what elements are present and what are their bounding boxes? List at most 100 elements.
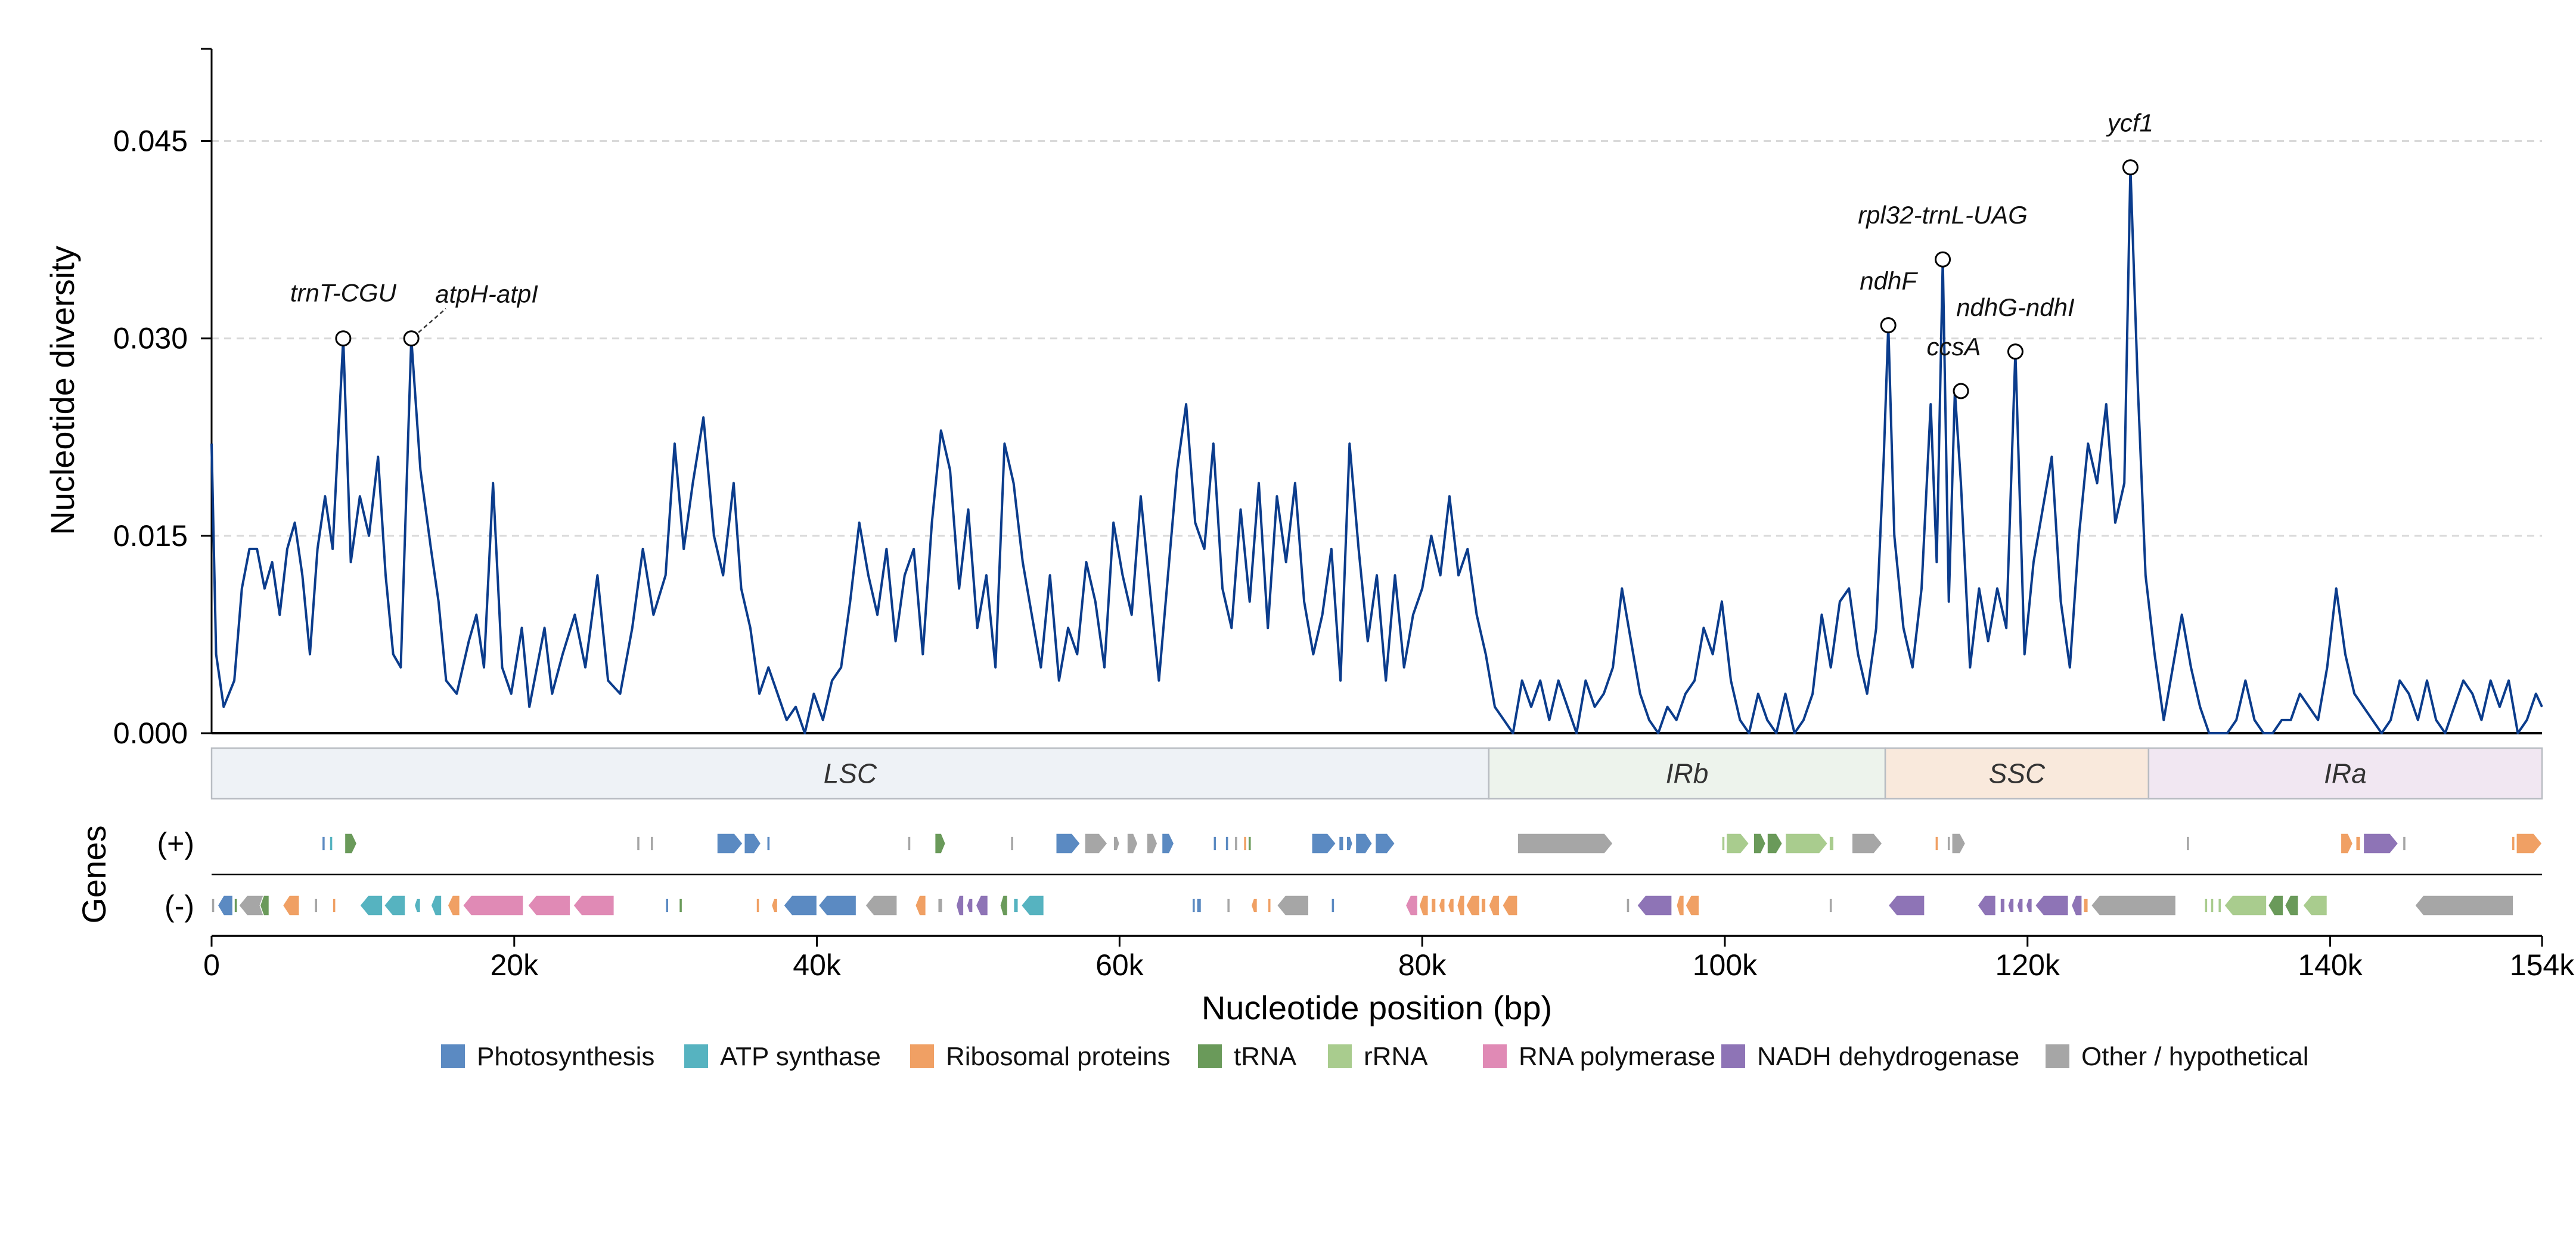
- x-tick-label: 80k: [1398, 948, 1447, 982]
- gene-arrow: [1346, 836, 1354, 851]
- gene-arrow: [1276, 895, 1309, 916]
- gene-arrow: [1010, 836, 1014, 851]
- legend-swatch: [684, 1044, 708, 1068]
- gene-arrow: [1013, 898, 1019, 913]
- gene-arrow: [1247, 836, 1252, 851]
- gene-arrow: [2186, 836, 2190, 851]
- legend-label: tRNA: [1234, 1042, 1297, 1071]
- gene-arrow: [2016, 898, 2023, 913]
- gene-arrow: [1020, 895, 1045, 916]
- gene-arrow: [259, 895, 270, 916]
- gene-arrow: [2284, 895, 2299, 916]
- peak-label: rpl32-trnL-UAG: [1858, 201, 2028, 229]
- gene-arrow: [1419, 895, 1429, 916]
- gene-arrow: [1161, 833, 1175, 854]
- gene-arrow: [462, 895, 524, 916]
- gene-arrow: [2007, 898, 2015, 913]
- peak-marker: [2007, 343, 2023, 360]
- gene-arrow: [1226, 898, 1231, 913]
- legend-swatch: [1721, 1044, 1745, 1068]
- x-tick-label: 0: [203, 948, 220, 982]
- peak-label: ccsA: [1927, 333, 1981, 361]
- gene-arrow: [1626, 898, 1630, 913]
- gene-arrow: [211, 898, 215, 913]
- gene-arrow: [907, 836, 911, 851]
- region-label: SSC: [1989, 758, 2046, 789]
- gene-arrow: [314, 898, 318, 913]
- peak-label: trnT-CGU: [290, 279, 397, 307]
- gene-arrow: [636, 836, 641, 851]
- gene-arrow: [1196, 898, 1202, 913]
- x-tick-label: 60k: [1095, 948, 1144, 982]
- gene-arrow: [1829, 898, 1833, 913]
- legend-swatch: [1198, 1044, 1222, 1068]
- gene-arrow: [1113, 836, 1121, 851]
- gene-arrow: [650, 836, 654, 851]
- y-tick-label: 0.015: [113, 519, 188, 553]
- gene-arrow: [1331, 898, 1335, 913]
- gene-arrow: [332, 898, 336, 913]
- gene-arrow: [783, 895, 818, 916]
- region-box: [210, 747, 1490, 800]
- legend-swatch: [1483, 1044, 1507, 1068]
- diversity-line: [210, 166, 2543, 734]
- legend-swatch: [441, 1044, 465, 1068]
- gene-arrow: [937, 898, 944, 913]
- gene-arrow: [1829, 836, 1835, 851]
- gene-arrow: [1517, 833, 1614, 854]
- gene-arrow: [572, 895, 615, 916]
- legend-label: Other / hypothetical: [2081, 1042, 2309, 1071]
- gene-arrow: [1430, 898, 1436, 913]
- gene-arrow: [2267, 895, 2284, 916]
- gene-arrow: [1851, 833, 1883, 854]
- peak-label: atpH-atpI: [435, 280, 538, 308]
- peak-marker: [1935, 251, 1951, 268]
- gene-arrow: [1250, 898, 1258, 913]
- gene-arrow: [766, 836, 771, 851]
- gene-arrow: [2516, 833, 2543, 854]
- peak-label: ndhF: [1860, 267, 1918, 295]
- gene-arrow: [414, 898, 421, 913]
- gene-arrow: [2302, 895, 2328, 916]
- gene-arrow: [1267, 898, 1272, 913]
- gene-arrow: [2363, 833, 2399, 854]
- gene-arrow: [1721, 836, 1725, 851]
- gene-arrow: [1951, 833, 1966, 854]
- gene-arrow: [430, 895, 442, 916]
- gene-arrow: [2090, 895, 2177, 916]
- gene-arrow: [2223, 895, 2267, 916]
- gene-arrow: [329, 836, 333, 851]
- x-tick-label: 120k: [1995, 948, 2060, 982]
- gene-arrow: [975, 895, 989, 916]
- gene-arrow: [914, 895, 927, 916]
- gene-arrow: [1636, 895, 1672, 916]
- gene-arrow: [1501, 895, 1518, 916]
- legend-label: Photosynthesis: [477, 1042, 654, 1071]
- gene-arrow: [678, 898, 683, 913]
- gene-arrow: [527, 895, 571, 916]
- gene-arrow: [1225, 836, 1229, 851]
- x-tick-label: 140k: [2298, 948, 2363, 982]
- legend-swatch: [910, 1044, 934, 1068]
- gene-arrow: [771, 898, 778, 913]
- gene-arrow: [217, 895, 234, 916]
- gene-arrow: [2217, 898, 2222, 913]
- peak-marker: [403, 330, 420, 347]
- region-box: [2147, 747, 2543, 800]
- gene-arrow: [2210, 898, 2214, 913]
- gene-tracks: [211, 833, 2543, 916]
- peak-leader-line: [418, 308, 446, 333]
- legend-label: RNA polymerase: [1519, 1042, 1715, 1071]
- gene-arrow: [234, 898, 238, 913]
- peak-marker: [1953, 383, 1969, 399]
- gene-arrow: [2204, 898, 2208, 913]
- gene-arrow: [743, 833, 762, 854]
- genes-track-label: Genes: [75, 826, 113, 924]
- gene-arrow: [2355, 836, 2361, 851]
- diversity-line-layer: [210, 166, 2543, 734]
- gene-arrow: [716, 833, 744, 854]
- gene-arrow: [1481, 898, 1486, 913]
- gene-arrow: [383, 895, 406, 916]
- gene-arrow: [955, 895, 964, 916]
